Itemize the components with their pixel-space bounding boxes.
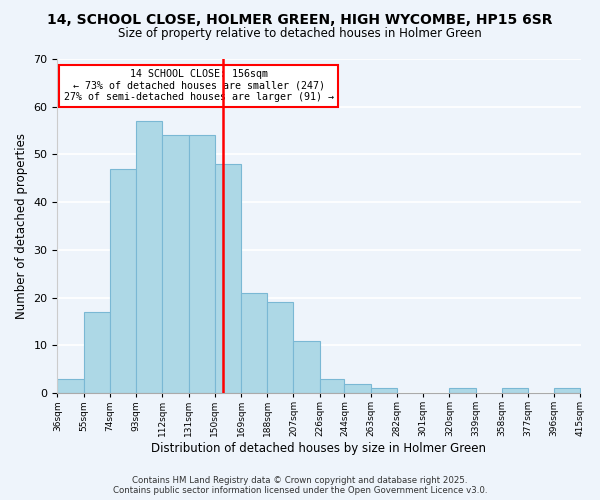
Text: 14 SCHOOL CLOSE: 156sqm
← 73% of detached houses are smaller (247)
27% of semi-d: 14 SCHOOL CLOSE: 156sqm ← 73% of detache… xyxy=(64,69,334,102)
Bar xyxy=(371,388,397,393)
Bar xyxy=(83,312,110,393)
Text: 14, SCHOOL CLOSE, HOLMER GREEN, HIGH WYCOMBE, HP15 6SR: 14, SCHOOL CLOSE, HOLMER GREEN, HIGH WYC… xyxy=(47,12,553,26)
Bar xyxy=(320,379,344,393)
Bar xyxy=(554,388,580,393)
Text: Size of property relative to detached houses in Holmer Green: Size of property relative to detached ho… xyxy=(118,28,482,40)
Bar xyxy=(241,293,267,393)
Bar xyxy=(188,136,215,393)
Y-axis label: Number of detached properties: Number of detached properties xyxy=(15,133,28,319)
Bar xyxy=(162,136,188,393)
Text: Contains HM Land Registry data © Crown copyright and database right 2025.
Contai: Contains HM Land Registry data © Crown c… xyxy=(113,476,487,495)
Bar xyxy=(293,340,320,393)
Bar xyxy=(267,302,293,393)
Bar xyxy=(502,388,528,393)
Bar xyxy=(110,169,136,393)
Bar xyxy=(58,379,83,393)
Bar xyxy=(449,388,476,393)
X-axis label: Distribution of detached houses by size in Holmer Green: Distribution of detached houses by size … xyxy=(151,442,487,455)
Bar xyxy=(136,121,162,393)
Bar xyxy=(344,384,371,393)
Bar xyxy=(215,164,241,393)
